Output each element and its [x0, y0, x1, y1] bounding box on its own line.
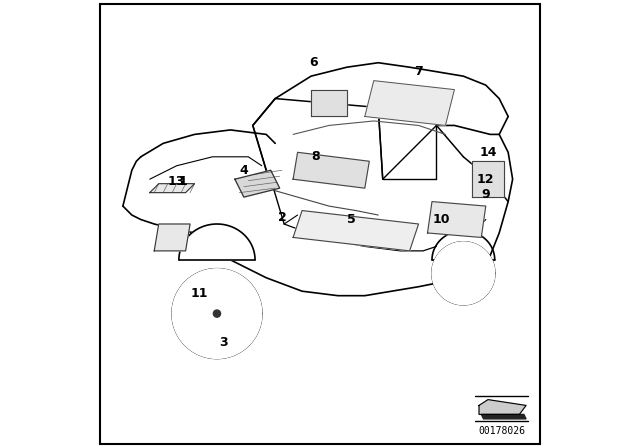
- Text: 10: 10: [432, 213, 450, 226]
- Text: 6: 6: [309, 56, 317, 69]
- Polygon shape: [365, 81, 454, 125]
- Text: 14: 14: [479, 146, 497, 159]
- Text: 13: 13: [168, 175, 186, 188]
- Polygon shape: [432, 242, 495, 305]
- Polygon shape: [311, 90, 347, 116]
- Polygon shape: [235, 170, 280, 197]
- Text: 5: 5: [347, 213, 356, 226]
- Polygon shape: [479, 400, 526, 414]
- Polygon shape: [154, 224, 190, 251]
- Text: 4: 4: [239, 164, 248, 177]
- Text: 9: 9: [481, 188, 490, 202]
- Polygon shape: [172, 269, 262, 358]
- Polygon shape: [428, 202, 486, 237]
- Polygon shape: [150, 184, 195, 193]
- Text: 12: 12: [477, 172, 495, 186]
- Polygon shape: [481, 414, 526, 419]
- Text: 11: 11: [190, 287, 208, 300]
- Text: 00178026: 00178026: [478, 426, 525, 436]
- Text: 1: 1: [179, 175, 188, 188]
- Text: 3: 3: [220, 336, 228, 349]
- Polygon shape: [293, 152, 369, 188]
- Polygon shape: [472, 161, 504, 197]
- Circle shape: [213, 310, 221, 317]
- Polygon shape: [179, 224, 255, 260]
- Text: 7: 7: [414, 65, 423, 78]
- Text: 2: 2: [278, 211, 286, 224]
- Polygon shape: [293, 211, 419, 251]
- Text: 8: 8: [311, 150, 320, 164]
